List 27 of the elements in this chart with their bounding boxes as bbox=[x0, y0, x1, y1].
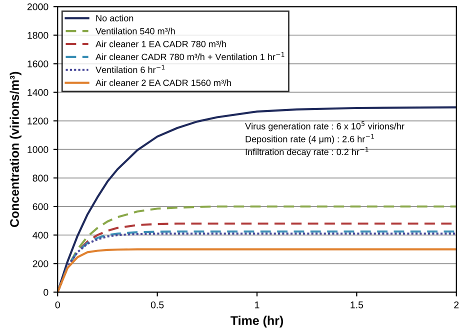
y-tick-label: 2000 bbox=[27, 3, 48, 10]
legend-label: Ventilation 6 hr$^{−1}$ bbox=[96, 64, 165, 74]
x-tick-label: 1 bbox=[255, 302, 260, 308]
x-axis-title: Time (hr) bbox=[230, 316, 284, 328]
annotation: Virus generation rate : 6 x 10$^{5}$ virions/hr bbox=[245, 121, 404, 132]
x-tick-label: 2 bbox=[454, 301, 459, 308]
legend-label: Air cleaner 1 EA CADR 780 m³/h bbox=[96, 40, 226, 48]
x-tick-label: 1.5 bbox=[350, 302, 364, 308]
y-tick-label: 400 bbox=[32, 232, 48, 239]
y-tick-label: 800 bbox=[32, 174, 48, 182]
annotation: Infiltration decay rate : 0.2 hr$^{−1}$ bbox=[246, 146, 368, 157]
legend-label: Air cleaner CADR 780 m³/h + Ventilation 1 hr$^{−1}$ bbox=[96, 52, 284, 60]
y-tick-label: 1400 bbox=[28, 89, 48, 96]
y-tick-label: 600 bbox=[32, 203, 48, 210]
y-tick-label: 1200 bbox=[28, 118, 48, 124]
y-tick-label: 200 bbox=[32, 260, 48, 268]
y-tick-label: 0 bbox=[44, 288, 48, 296]
y-tick-label: 1000 bbox=[28, 146, 48, 154]
y-axis-title: Concentration (virions/m³) bbox=[10, 72, 22, 228]
y-tick-label: 1800 bbox=[28, 32, 48, 39]
annotation: Deposition rate (4 μm) : 2.6 hr$^{−1}$ bbox=[246, 134, 374, 144]
legend-label: Ventilation 540 m³/h bbox=[96, 28, 175, 34]
legend-label: No action bbox=[96, 14, 134, 22]
x-tick-label: 0 bbox=[55, 301, 60, 308]
legend-label: Air cleaner 2 EA CADR 1560 m³/h bbox=[96, 79, 231, 86]
y-tick-label: 1600 bbox=[28, 60, 48, 68]
x-tick-label: 0.5 bbox=[150, 301, 164, 308]
